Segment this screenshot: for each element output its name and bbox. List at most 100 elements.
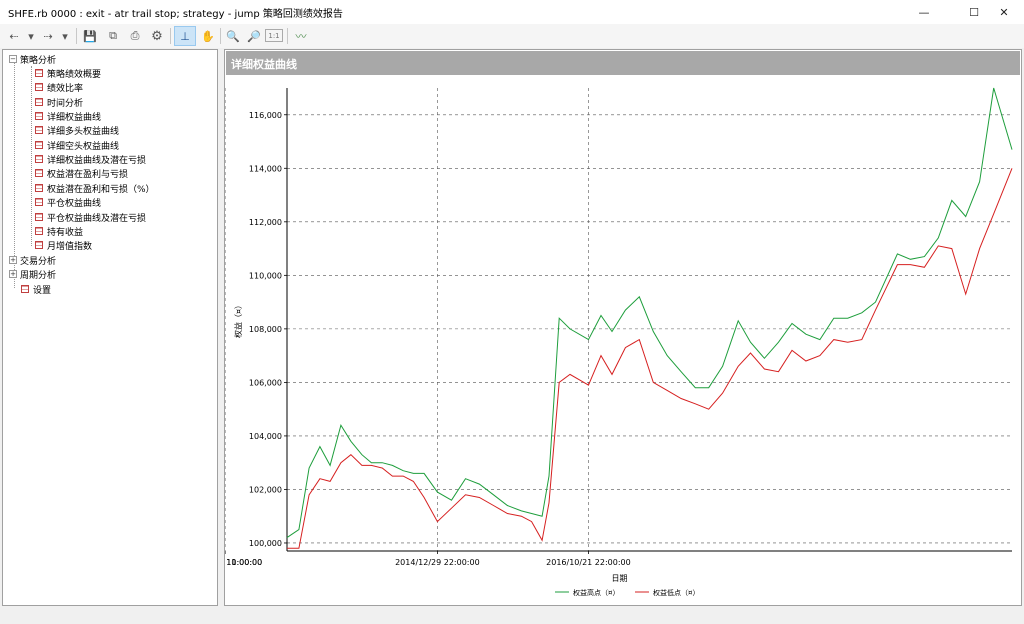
chart-page-icon — [35, 213, 43, 221]
tree-item[interactable]: 月增值指数 — [35, 238, 92, 252]
tree-item-label: 详细空头权益曲线 — [47, 141, 120, 152]
hand-pan-icon[interactable]: ✋ — [201, 29, 215, 43]
tree-item[interactable]: 权益潜在盈利和亏损（%） — [35, 181, 155, 195]
chart-page-icon — [35, 155, 43, 163]
y-tick-label: 104,000 — [249, 432, 282, 441]
report-page-icon — [35, 98, 43, 106]
tree-group-strategy-analysis[interactable]: − 策略分析 — [9, 52, 56, 66]
chart-panel-header: 详细权益曲线 — [226, 51, 1020, 75]
tree-item[interactable]: 时间分析 — [35, 95, 83, 109]
tree-group-label: 策略分析 — [20, 55, 57, 66]
chart-page-icon — [35, 227, 43, 235]
tree-item-label: 平仓权益曲线及潜在亏损 — [47, 213, 147, 224]
maximize-button[interactable]: ☐ — [969, 5, 979, 19]
forward-arrow-icon[interactable]: ⇢ — [43, 29, 53, 43]
report-tree: − 策略分析 策略绩效概要 绩效比率 时间分析 详细权益曲线 详细多头权益曲线 … — [2, 49, 218, 606]
tree-item[interactable]: 详细多头权益曲线 — [35, 123, 119, 137]
forward-dropdown-icon[interactable]: ▾ — [62, 29, 68, 43]
toolbar-separator — [287, 28, 288, 44]
chart-page-icon — [35, 169, 43, 177]
tree-item-label: 权益潜在盈利和亏损（%） — [47, 184, 155, 195]
zoom-in-icon[interactable]: 🔍 — [226, 29, 240, 43]
tree-group-label: 交易分析 — [20, 256, 57, 267]
y-tick-label: 108,000 — [249, 325, 282, 334]
x-tick-label: 2016/10/21 22:00:00 — [546, 558, 631, 567]
tree-item-label: 时间分析 — [47, 98, 84, 109]
tree-item[interactable]: 平仓权益曲线 — [35, 195, 101, 209]
y-tick-label: 116,000 — [249, 111, 282, 120]
tree-item-label: 详细权益曲线及潜在亏损 — [47, 155, 147, 166]
tree-item[interactable]: 绩效比率 — [35, 80, 83, 94]
y-tick-label: 114,000 — [249, 164, 282, 173]
tree-connector — [14, 62, 15, 288]
status-bar — [0, 608, 1024, 624]
x-tick-label: 2014/12/29 22:00:00 — [395, 558, 480, 567]
chart-page-icon — [35, 241, 43, 249]
close-button[interactable]: ✕ — [999, 5, 1009, 19]
zoom-out-icon[interactable]: 🔎 — [247, 29, 261, 43]
y-tick-label: 106,000 — [249, 378, 282, 387]
tree-item[interactable]: 策略绩效概要 — [35, 66, 101, 80]
tree-item[interactable]: 持有收益 — [35, 224, 83, 238]
chart-page-icon — [35, 112, 43, 120]
tree-item-label: 平仓权益曲线 — [47, 198, 102, 209]
tree-item-label: 详细多头权益曲线 — [47, 126, 120, 137]
y-tick-label: 112,000 — [249, 218, 282, 227]
report-page-icon — [35, 83, 43, 91]
expand-icon[interactable]: + — [9, 256, 17, 264]
chart-page-icon — [35, 184, 43, 192]
x-tick-label: 2018/8/8 10:00:00 — [225, 558, 262, 567]
x-tick-label: 2020/7/6 11:00:00 — [225, 558, 262, 567]
tree-item[interactable]: 详细权益曲线及潜在亏损 — [35, 152, 146, 166]
settings-page-icon — [21, 285, 29, 293]
tree-item-label: 设置 — [33, 285, 52, 296]
toolbar: ⇠ ▾ ⇢ ▾ 💾 ⧉ ⎙ ⚙ ⊥ ✋ 🔍 🔎 1:1 〰 — [0, 24, 1024, 48]
tree-connector — [31, 66, 32, 246]
tree-item-label: 详细权益曲线 — [47, 112, 102, 123]
back-dropdown-icon[interactable]: ▾ — [28, 29, 34, 43]
expand-icon[interactable]: + — [9, 270, 17, 278]
tree-item[interactable]: 平仓权益曲线及潜在亏损 — [35, 210, 146, 224]
tree-item[interactable]: 详细权益曲线 — [35, 109, 101, 123]
report-page-icon — [35, 69, 43, 77]
back-arrow-icon[interactable]: ⇠ — [9, 29, 19, 43]
series-line-low — [287, 168, 1013, 549]
title-bar: SHFE.rb 0000 : exit - atr trail stop; st… — [0, 0, 1024, 24]
toolbar-separator — [170, 28, 171, 44]
tree-item-label: 持有收益 — [47, 227, 84, 238]
tree-item-label: 月增值指数 — [47, 241, 93, 252]
crosshair-cursor-icon[interactable]: ⊥ — [174, 26, 196, 46]
print-icon[interactable]: ⎙ — [130, 29, 140, 42]
chart-icon[interactable]: 〰 — [295, 30, 307, 43]
tree-item-label: 绩效比率 — [47, 83, 84, 94]
y-tick-label: 110,000 — [249, 271, 282, 280]
copy-icon[interactable]: ⧉ — [109, 29, 117, 42]
toolbar-separator — [76, 28, 77, 44]
y-axis-label: 权益（¤） — [233, 301, 243, 338]
chart-panel-title: 详细权益曲线 — [231, 58, 297, 71]
legend-label-high: 权益高点（¤） — [573, 588, 619, 597]
toolbar-separator — [220, 28, 221, 44]
save-icon[interactable]: 💾 — [83, 29, 97, 43]
equity-curve-chart[interactable]: 100,000 102,000 104,000 106,000 108,000 110,0… — [225, 76, 1021, 606]
chart-page-icon — [35, 126, 43, 134]
collapse-icon[interactable]: − — [9, 55, 17, 63]
y-tick-label: 102,000 — [249, 485, 282, 494]
tree-group-label: 周期分析 — [20, 270, 57, 281]
tree-item[interactable]: 权益潜在盈利与亏损 — [35, 166, 128, 180]
tree-group-period-analysis[interactable]: + 周期分析 — [9, 267, 56, 281]
tree-group-trade-analysis[interactable]: + 交易分析 — [9, 253, 56, 267]
chart-page-icon — [35, 198, 43, 206]
settings-icon[interactable]: ⚙ — [151, 28, 163, 44]
tree-item[interactable]: 详细空头权益曲线 — [35, 138, 119, 152]
tree-item-settings[interactable]: 设置 — [21, 282, 51, 296]
zoom-reset-icon[interactable]: 1:1 — [265, 29, 283, 42]
chart-panel: 详细权益曲线 100,000 102,000 104,000 106,000 108,0… — [224, 49, 1022, 606]
series-line-high — [286, 87, 1013, 539]
legend-label-low: 权益低点（¤） — [653, 588, 699, 597]
x-axis-label: 日期 — [612, 574, 628, 583]
tree-item-label: 策略绩效概要 — [47, 69, 102, 80]
chart-page-icon — [35, 141, 43, 149]
minimize-button[interactable]: — — [918, 5, 930, 19]
